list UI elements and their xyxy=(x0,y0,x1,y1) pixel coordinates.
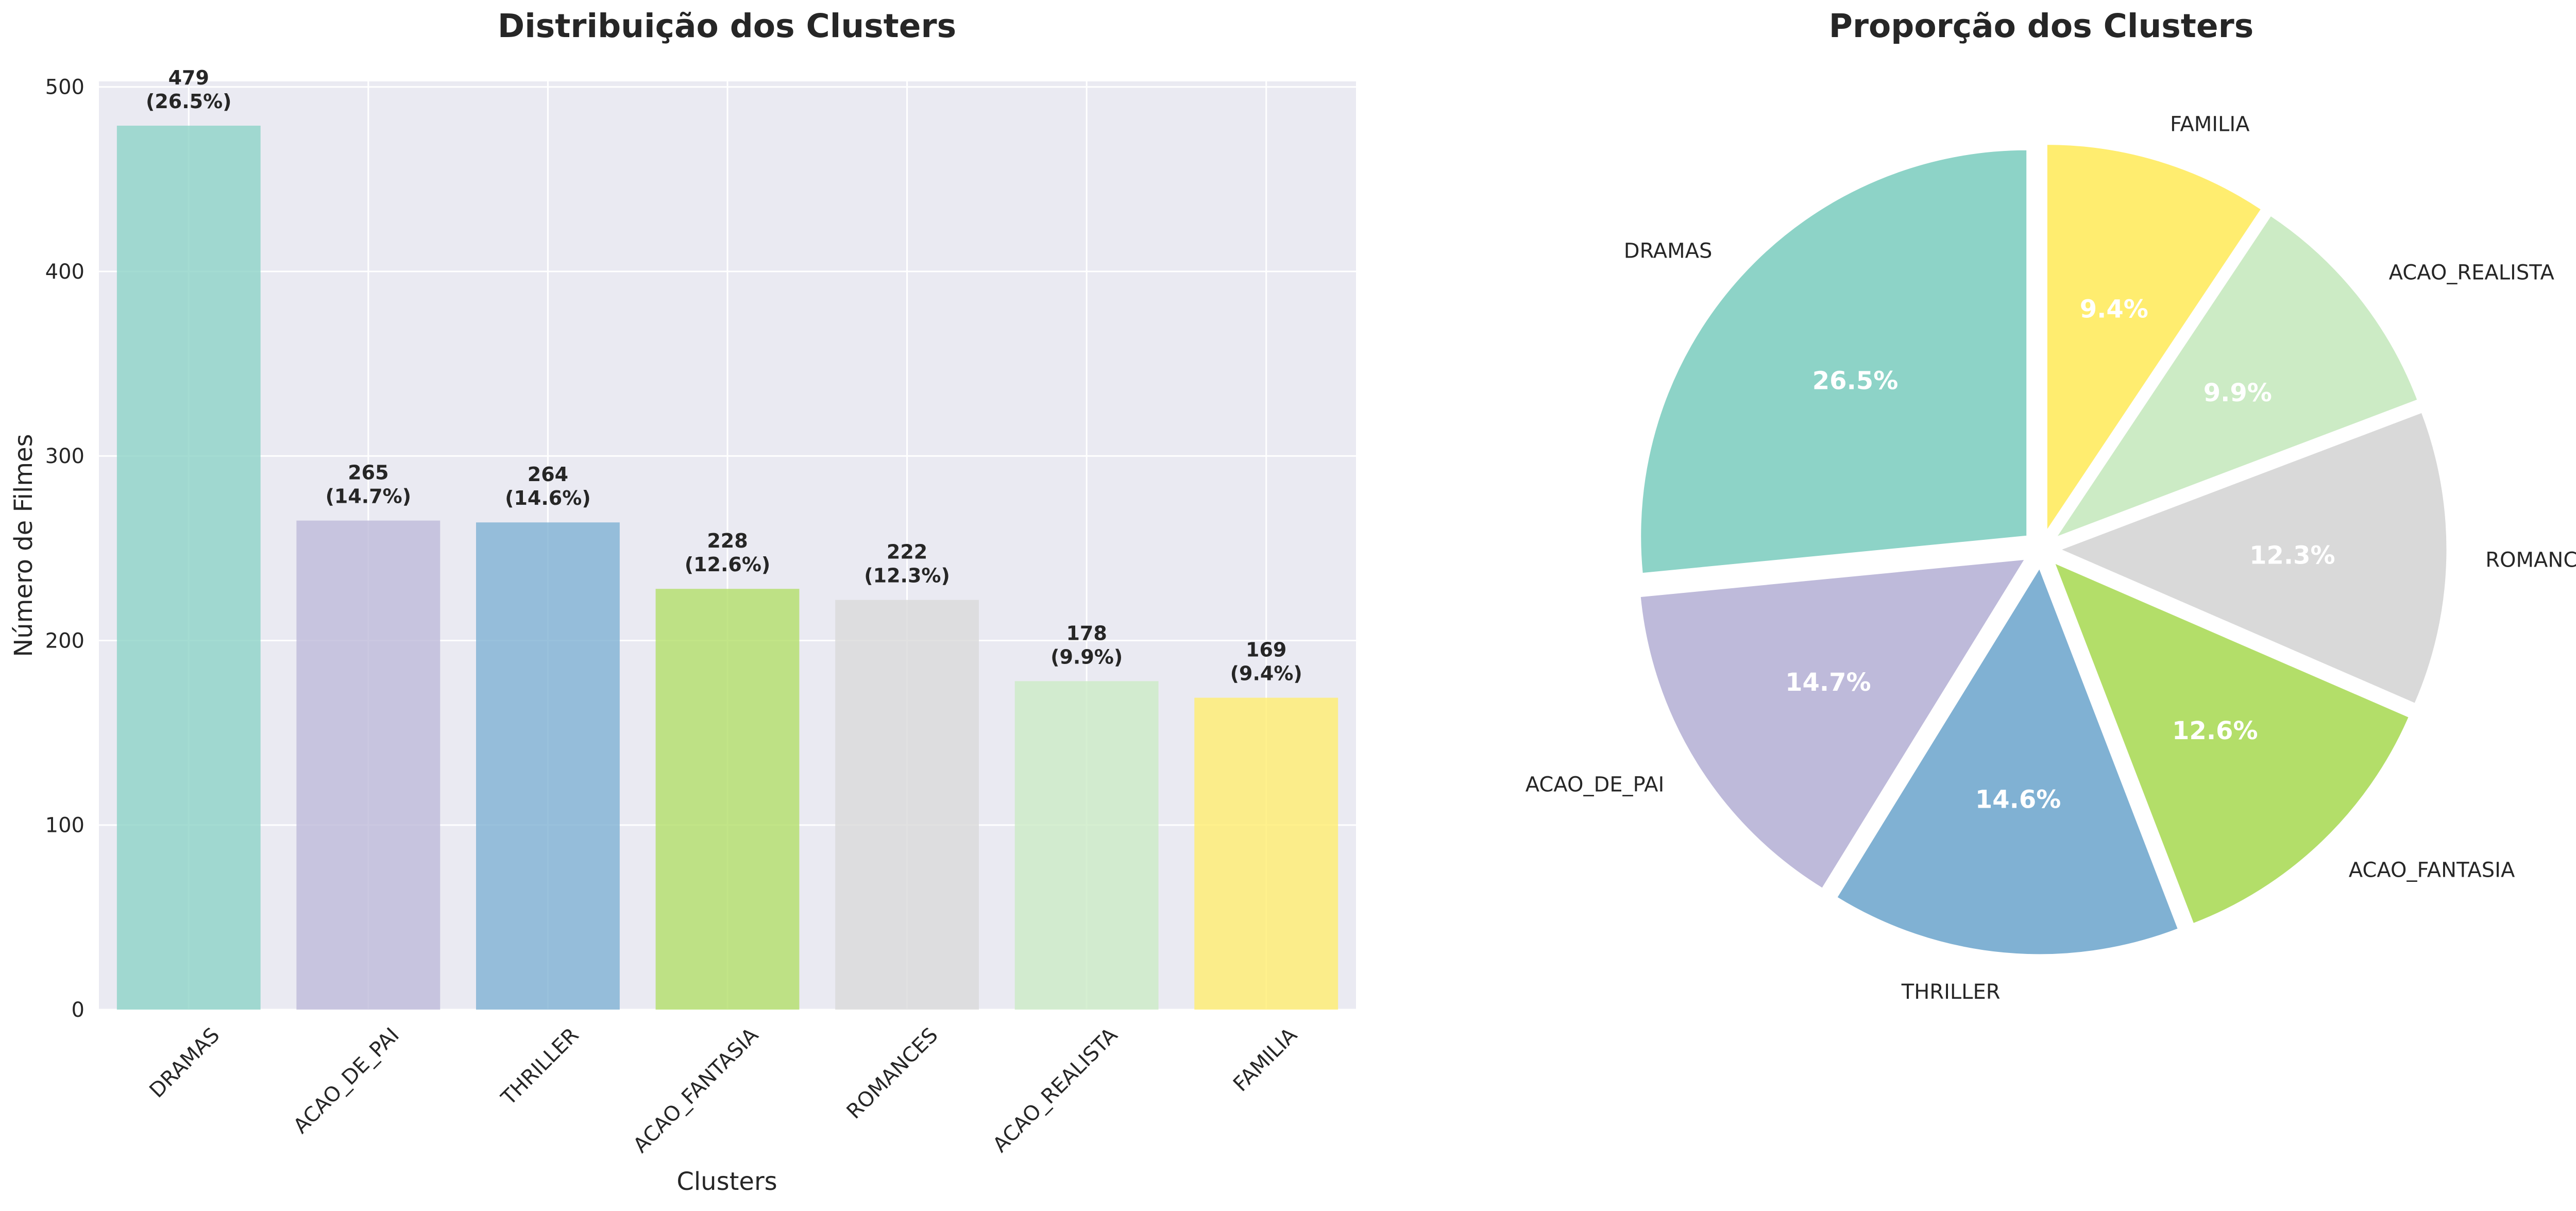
pie-percent-label: 12.3% xyxy=(2249,541,2335,570)
bar-value-label: 264 xyxy=(528,463,568,486)
bar-chart: Distribuição dos Clusters 479(26.5%)265(… xyxy=(9,7,1356,1196)
x-tick-label: ACAO_FANTASIA xyxy=(629,1023,763,1157)
pie-slice-label: ACAO_FANTASIA xyxy=(2349,859,2515,882)
bar-y-tick-labels: 0 100 200 300 400 500 xyxy=(45,76,84,1022)
bar-value-label: 169 xyxy=(1246,639,1286,661)
y-tick-label: 200 xyxy=(45,629,84,653)
pie-slice-familia xyxy=(2046,144,2262,533)
pie-slice-acao-fantasia xyxy=(2054,562,2410,925)
bar-value-label: 178 xyxy=(1066,622,1107,644)
x-tick-label: FAMILIA xyxy=(1229,1023,1302,1096)
y-tick-label: 500 xyxy=(45,76,84,99)
bar-thriller xyxy=(476,522,620,1010)
bar-value-label: 222 xyxy=(887,541,927,564)
pie-slice-label: DRAMAS xyxy=(1624,239,1713,263)
bar-dramas xyxy=(116,125,261,1010)
bar-percent-label: (14.7%) xyxy=(326,485,412,508)
x-tick-label: ROMANCES xyxy=(842,1024,943,1124)
pie-percent-label: 14.6% xyxy=(1975,785,2061,814)
x-tick-label: ACAO_DE_PAI xyxy=(289,1024,404,1138)
pie-percent-label: 14.7% xyxy=(1785,668,1871,697)
bar-percent-label: (12.6%) xyxy=(685,553,771,576)
y-tick-label: 300 xyxy=(45,445,84,468)
pie-slice-label: THRILLER xyxy=(1901,980,2001,1004)
y-tick-label: 100 xyxy=(45,814,84,838)
x-tick-label: DRAMAS xyxy=(145,1024,224,1103)
bar-percent-label: (26.5%) xyxy=(146,90,232,113)
bar-percent-label: (9.4%) xyxy=(1230,662,1302,685)
pie-chart: Proporção dos Clusters DRAMAS ACAO_DE_PAI… xyxy=(1526,7,2576,1004)
pie-percent-label: 26.5% xyxy=(1812,366,1899,395)
bar-value-labels: 479(26.5%) 265(14.7%) 264(14.6%) 228(12.6%)… xyxy=(146,66,1302,685)
pie-slice-label: ROMANCES xyxy=(2485,548,2576,572)
bar-percent-label: (14.6%) xyxy=(505,487,591,509)
pie-slice-dramas xyxy=(1640,149,2028,574)
pie-slice-acao-realista xyxy=(2055,215,2418,538)
pie-slices xyxy=(1639,144,2448,956)
bar-romances xyxy=(835,600,979,1010)
bar-value-label: 228 xyxy=(707,530,748,552)
pie-percent-label: 9.4% xyxy=(2080,295,2148,323)
bar-percent-label: (12.3%) xyxy=(864,565,950,587)
bar-value-label: 479 xyxy=(168,66,209,89)
bar-percent-label: (9.9%) xyxy=(1050,645,1123,668)
pie-percent-label: 9.9% xyxy=(2204,379,2272,407)
bar-x-axis-label: Clusters xyxy=(676,1167,777,1196)
bar-y-axis-label: Número de Filmes xyxy=(9,434,38,657)
pie-slice-label: FAMILIA xyxy=(2170,113,2250,137)
pie-slice-acao-de-pai xyxy=(1639,558,2026,889)
pie-percent-labels: 26.5% 14.7% 14.6% 12.6% 12.3% 9.9% 9.4% xyxy=(1785,295,2335,814)
bar-value-label: 265 xyxy=(348,462,388,484)
pie-slice-label: ACAO_REALISTA xyxy=(2389,261,2555,285)
pie-percent-label: 12.6% xyxy=(2172,717,2258,745)
x-tick-label: THRILLER xyxy=(497,1024,584,1111)
pie-slice-label: ACAO_DE_PAI xyxy=(1526,773,1665,797)
bar-chart-title: Distribuição dos Clusters xyxy=(498,7,956,45)
bar-x-tick-labels: DRAMAS ACAO_DE_PAI THRILLER ACAO_FANTASIA RO… xyxy=(145,1023,1302,1157)
pie-slice-romances xyxy=(2059,412,2448,705)
bar-acao-realista xyxy=(1014,681,1159,1010)
y-tick-label: 0 xyxy=(72,998,84,1022)
y-tick-label: 400 xyxy=(45,260,84,284)
x-tick-label: ACAO_REALISTA xyxy=(988,1023,1122,1157)
pie-chart-title: Proporção dos Clusters xyxy=(1829,7,2253,45)
bar-familia xyxy=(1194,697,1338,1010)
bar-series xyxy=(116,125,1338,1010)
bar-acao-fantasia xyxy=(655,589,800,1010)
pie-slice-labels: DRAMAS ACAO_DE_PAI THRILLER ACAO_FANTASIA RO… xyxy=(1526,113,2576,1004)
pie-slice-thriller xyxy=(1836,567,2179,956)
bar-acao-de-pai xyxy=(296,520,440,1010)
